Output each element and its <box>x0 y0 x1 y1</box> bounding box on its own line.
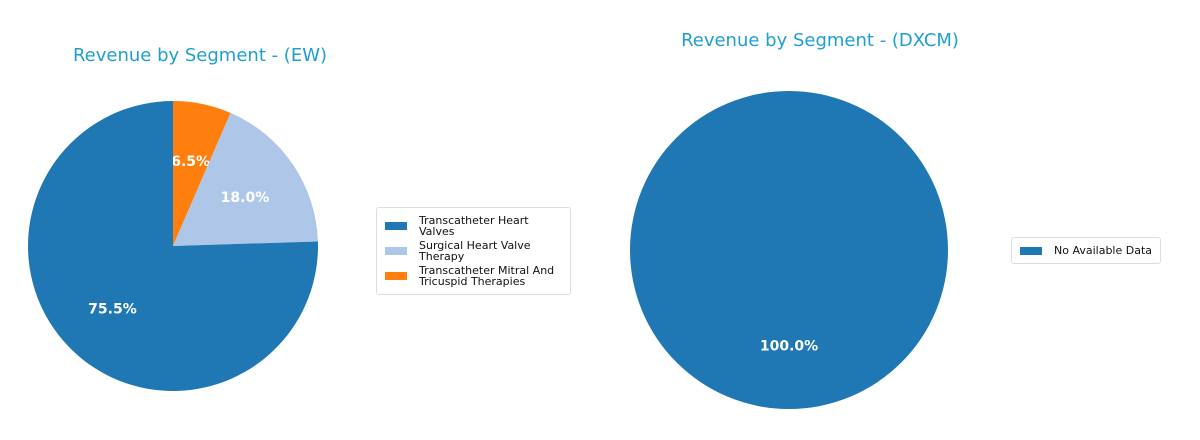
pie-slice <box>173 101 231 246</box>
pct-label: 18.0% <box>221 190 270 206</box>
pie-slice <box>27 101 318 391</box>
pct-label: 75.5% <box>88 301 137 317</box>
legend-label: Transcatheter Mitral And Tricuspid Therap… <box>419 264 555 288</box>
legend-label: Surgical Heart Valve Therapy <box>419 239 531 263</box>
pct-label: 6.5% <box>171 154 210 170</box>
legend-label: Transcatheter Heart Valves <box>419 214 529 238</box>
legend-dxcm: No Available Data <box>1011 237 1162 264</box>
legend-swatch <box>385 247 407 255</box>
legend-item: Transcatheter Heart Valves <box>385 215 562 237</box>
legend-swatch <box>385 222 407 230</box>
legend-swatch <box>1020 246 1042 255</box>
pie-slice <box>630 91 948 409</box>
pct-label: 100.0% <box>760 338 818 354</box>
legend-item: Surgical Heart Valve Therapy <box>385 240 562 262</box>
pie-slice <box>173 112 318 246</box>
legend-swatch <box>385 272 407 280</box>
chart-title-ew: Revenue by Segment - (EW) <box>72 45 328 66</box>
legend-item: No Available Data <box>1020 245 1152 256</box>
legend-ew: Transcatheter Heart Valves Surgical Heart… <box>376 207 571 295</box>
chart-title-dxcm: Revenue by Segment - (DXCM) <box>681 30 959 51</box>
legend-label: No Available Data <box>1054 244 1153 257</box>
legend-item: Transcatheter Mitral And Tricuspid Therap… <box>385 265 562 287</box>
